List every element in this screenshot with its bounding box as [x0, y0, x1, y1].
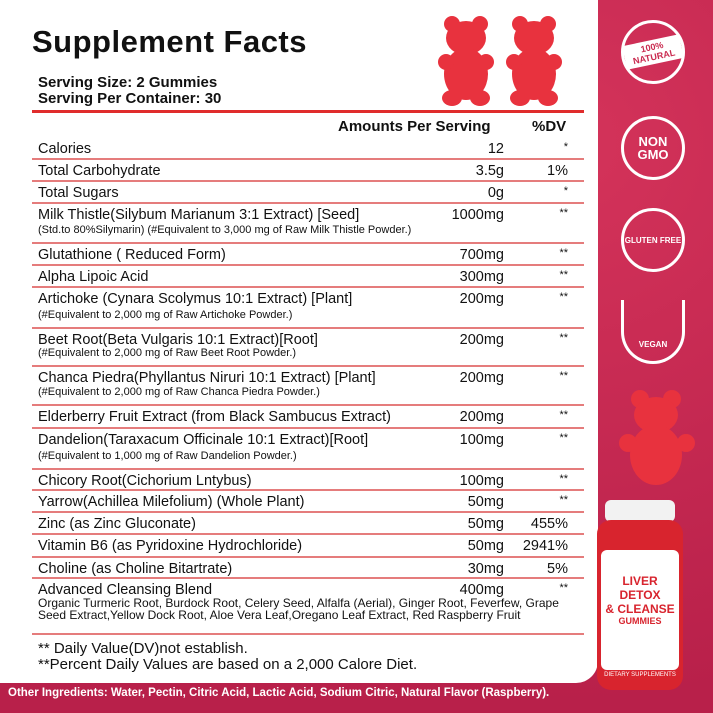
- nutrient-name: Beet Root(Beta Vulgaris 10:1 Extract)[Ro…: [38, 332, 318, 348]
- nutrient-amount: 50mg: [467, 516, 504, 532]
- nutrient-amount: 0g: [487, 185, 504, 201]
- natural-stamp-icon: 100% NATURAL: [621, 20, 685, 84]
- table-row: Beet Root(Beta Vulgaris 10:1 Extract)[Ro…: [32, 329, 584, 367]
- table-row: Calories 12 *: [32, 138, 584, 160]
- nutrient-amount: 50mg: [467, 494, 504, 510]
- nutrient-name: Yarrow(Achillea Milefolium) (Whole Plant…: [38, 494, 305, 510]
- nutrient-amount: 30mg: [467, 561, 504, 577]
- nutrient-name: Calories: [38, 141, 92, 157]
- nutrient-dv: **: [559, 332, 568, 344]
- nutrient-amount: 400mg: [459, 582, 504, 598]
- nutrient-amount: 700mg: [459, 247, 504, 263]
- page-title: Supplement Facts: [32, 24, 307, 59]
- nutrient-amount: 200mg: [459, 370, 504, 386]
- supplement-facts-panel: Supplement Facts Serving Size: 2 Gummies…: [0, 0, 598, 683]
- nutrient-name: Chanca Piedra(Phyllantus Niruri 10:1 Ext…: [38, 370, 376, 386]
- blend-ingredients: Organic Turmeric Root, Burdock Root, Cel…: [38, 596, 559, 622]
- footnote: ** Daily Value(DV)not establish.: [38, 640, 248, 657]
- nutrient-amount: 12: [487, 141, 504, 157]
- nutrient-amount: 300mg: [459, 269, 504, 285]
- nutrient-dv: **: [559, 582, 568, 594]
- nutrient-dv: **: [559, 494, 568, 506]
- nutrient-amount: 200mg: [459, 409, 504, 425]
- nutrient-name: Glutathione ( Reduced Form): [38, 247, 226, 263]
- nutrient-amount: 50mg: [467, 538, 504, 554]
- nutrient-dv: **: [559, 291, 568, 303]
- nutrient-name: Dandelion(Taraxacum Officinale 10:1 Extr…: [38, 432, 369, 448]
- nutrient-dv: **: [559, 473, 568, 485]
- nutrient-dv: **: [559, 207, 568, 219]
- footnote: **Percent Daily Values are based on a 2,…: [38, 656, 418, 673]
- nutrient-name: Milk Thistle(Silybum Marianum 3:1 Extrac…: [38, 207, 360, 223]
- nutrient-amount: 100mg: [459, 432, 504, 448]
- table-row: Total Carbohydrate 3.5g 1%: [32, 160, 584, 182]
- nutrient-dv: 2941%: [522, 538, 568, 554]
- nutrient-amount: 100mg: [459, 473, 504, 489]
- nutrient-dv: **: [559, 409, 568, 421]
- nutrient-note: (Std.to 80%Silymarin) (#Equivalent to 3,…: [38, 224, 412, 236]
- nutrient-amount: 200mg: [459, 291, 504, 307]
- nutrient-dv: **: [559, 432, 568, 444]
- other-ingredients: Other Ingredients: Water, Pectin, Citric…: [8, 687, 550, 699]
- servings-per-container: Serving Per Container: 30: [38, 90, 222, 107]
- table-row: Advanced Cleansing Blend Organic Turmeric…: [32, 579, 584, 635]
- nutrient-name: Advanced Cleansing Blend: [38, 582, 213, 598]
- nutrient-dv: 455%: [530, 516, 568, 532]
- nutrient-note: (#Equivalent to 1,000 mg of Raw Dandelio…: [38, 450, 297, 462]
- nutrient-dv: 5%: [547, 561, 568, 577]
- nutrient-amount: 200mg: [459, 332, 504, 348]
- table-row: Artichoke (Cynara Scolymus 10:1 Extract)…: [32, 288, 584, 329]
- table-row: Milk Thistle(Silybum Marianum 3:1 Extrac…: [32, 204, 584, 244]
- table-row: Yarrow(Achillea Milefolium) (Whole Plant…: [32, 491, 584, 513]
- nutrient-dv: *: [563, 141, 568, 153]
- gummy-bear-image: [619, 390, 695, 485]
- product-footer: DIETARY SUPPLEMENTS: [604, 672, 676, 678]
- nutrient-note: (#Equivalent to 2,000 mg of Raw Beet Roo…: [38, 347, 297, 359]
- non-gmo-icon: NON GMO: [621, 116, 685, 180]
- product-bottle: LIVER DETOX & CLEANSE GUMMIES DIETARY SU…: [597, 500, 683, 690]
- gummy-bears-image: [438, 16, 562, 106]
- table-row: Choline (as Choline Bitartrate) 30mg 5%: [32, 558, 584, 579]
- product-name-line: LIVER DETOX: [619, 574, 661, 602]
- divider: [32, 110, 584, 113]
- nutrient-name: Vitamin B6 (as Pyridoxine Hydrochloride): [38, 538, 303, 554]
- nutrient-name: Choline (as Choline Bitartrate): [38, 561, 233, 577]
- table-row: Chicory Root(Cichorium Lntybus) 100mg **: [32, 470, 584, 491]
- nutrient-amount: 1000mg: [451, 207, 504, 223]
- product-name-line: GUMMIES: [618, 616, 662, 626]
- nutrient-dv: **: [559, 370, 568, 382]
- nutrient-name: Total Carbohydrate: [38, 163, 161, 179]
- serving-size: Serving Size: 2 Gummies: [38, 74, 218, 91]
- nutrient-name: Chicory Root(Cichorium Lntybus): [38, 473, 252, 489]
- nutrient-table: Calories 12 * Total Carbohydrate 3.5g 1% Total…: [32, 138, 584, 635]
- nutrient-dv: *: [563, 185, 568, 197]
- table-row: Dandelion(Taraxacum Officinale 10:1 Extr…: [32, 429, 584, 470]
- nutrient-note: (#Equivalent to 2,000 mg of Raw Chanca P…: [38, 386, 320, 398]
- nutrient-dv: **: [559, 269, 568, 281]
- gluten-free-icon: GLUTEN FREE: [621, 208, 685, 272]
- nutrient-dv: **: [559, 247, 568, 259]
- nutrient-dv: 1%: [547, 163, 568, 179]
- product-name-line: & CLEANSE: [605, 602, 675, 616]
- nutrient-note: (#Equivalent to 2,000 mg of Raw Artichok…: [38, 309, 293, 321]
- table-row: Total Sugars 0g *: [32, 182, 584, 204]
- nutrient-name: Zinc (as Zinc Gluconate): [38, 516, 196, 532]
- vegan-icon: VEGAN: [621, 300, 685, 364]
- nutrient-name: Elderberry Fruit Extract (from Black Sam…: [38, 409, 391, 425]
- table-row: Zinc (as Zinc Gluconate) 50mg 455%: [32, 513, 584, 535]
- nutrient-name: Artichoke (Cynara Scolymus 10:1 Extract)…: [38, 291, 353, 307]
- table-row: Chanca Piedra(Phyllantus Niruri 10:1 Ext…: [32, 367, 584, 406]
- table-row: Elderberry Fruit Extract (from Black Sam…: [32, 406, 584, 429]
- table-row: Vitamin B6 (as Pyridoxine Hydrochloride)…: [32, 535, 584, 558]
- dv-header: %DV: [532, 118, 567, 135]
- nutrient-name: Alpha Lipoic Acid: [38, 269, 149, 285]
- nutrient-amount: 3.5g: [475, 163, 504, 179]
- table-row: Glutathione ( Reduced Form) 700mg **: [32, 244, 584, 266]
- table-row: Alpha Lipoic Acid 300mg **: [32, 266, 584, 288]
- amount-header: Amounts Per Serving: [338, 118, 491, 135]
- nutrient-name: Total Sugars: [38, 185, 119, 201]
